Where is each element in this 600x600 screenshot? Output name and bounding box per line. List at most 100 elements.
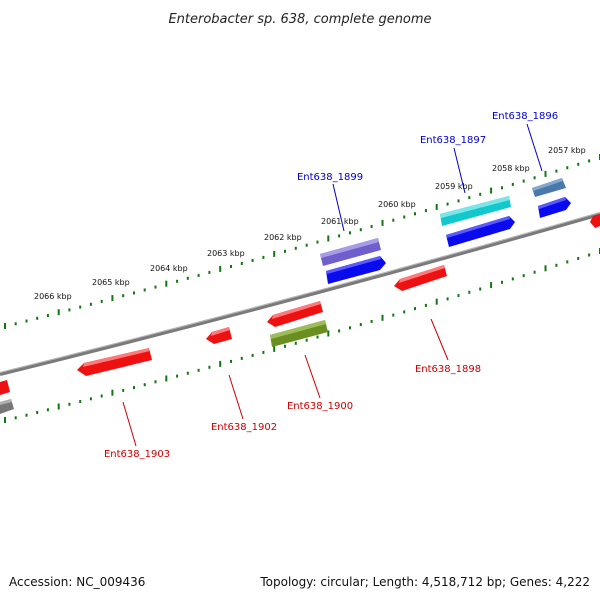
feature-ent638-1896-top[interactable] <box>532 178 566 197</box>
upper-ruler-tick <box>566 166 569 170</box>
leader-ent638-1899 <box>332 183 345 232</box>
upper-ruler-tick <box>176 279 179 283</box>
feature-ent638-1899-blue[interactable] <box>326 256 386 284</box>
upper-ruler-tick <box>165 280 168 287</box>
lower-ruler-tick <box>133 386 135 390</box>
lower-ruler-tick <box>359 323 362 327</box>
gene-label-ent638-1897[interactable]: Ent638_1897 <box>420 135 486 146</box>
lower-ruler-tick <box>501 280 503 284</box>
upper-ruler-tick <box>46 314 49 317</box>
upper-ruler-tick <box>511 182 514 186</box>
lower-ruler-tick <box>479 287 482 291</box>
gene-label-ent638-1900[interactable]: Ent638_1900 <box>287 401 353 412</box>
lower-ruler-tick <box>46 408 49 412</box>
lower-ruler-tick <box>186 371 189 375</box>
upper-ruler-tick <box>588 159 591 163</box>
feature-ent638-1899-top[interactable] <box>320 238 381 266</box>
leader-ent638-1900 <box>304 354 321 399</box>
upper-ruler-tick <box>468 196 471 200</box>
feature-red-right-edge[interactable] <box>590 214 600 228</box>
lower-ruler-tick <box>89 397 92 401</box>
lower-ruler-tick <box>230 359 232 363</box>
lower-ruler-tick <box>577 257 580 260</box>
lower-ruler-tick <box>588 253 591 257</box>
lower-ruler-tick <box>251 353 254 357</box>
lower-ruler-tick <box>446 297 449 301</box>
upper-ruler-tick <box>414 212 416 216</box>
upper-ruler-tick <box>4 323 6 329</box>
lower-ruler-tick <box>122 388 125 392</box>
lower-ruler-tick <box>381 314 384 321</box>
upper-ruler-tick <box>327 235 330 242</box>
upper-ruler-tick <box>381 219 384 226</box>
lower-ruler-tick <box>25 413 28 417</box>
upper-ruler-tick <box>186 276 189 280</box>
upper-ruler-tick <box>273 250 276 257</box>
feature-gray-left-edge[interactable] <box>0 399 14 414</box>
gene-label-ent638-1898[interactable]: Ent638_1898 <box>415 364 481 375</box>
gene-label-ent638-1896[interactable]: Ent638_1896 <box>492 111 558 122</box>
upper-ruler-tick <box>25 319 28 323</box>
leader-ent638-1903 <box>122 401 137 447</box>
lower-ruler-tick <box>36 411 39 414</box>
upper-ruler-tick <box>230 265 232 268</box>
lower-ruler-tick <box>555 263 558 267</box>
upper-ruler-tick <box>501 186 503 190</box>
lower-ruler-tick <box>511 277 514 281</box>
map-title: Enterobacter sp. 638, complete genome <box>168 12 431 27</box>
lower-ruler <box>4 248 600 423</box>
lower-ruler-tick <box>57 403 60 410</box>
upper-ruler-tick <box>577 162 580 166</box>
feature-ent638-1897-blue[interactable] <box>446 216 515 247</box>
gene-label-ent638-1903[interactable]: Ent638_1903 <box>104 449 170 460</box>
kbp-label-2063: 2063 kbp <box>207 249 245 258</box>
genome-backbone-highlight <box>0 212 600 373</box>
lower-ruler-tick <box>165 375 168 382</box>
lower-ruler-tick <box>68 402 71 406</box>
feature-ent638-1897-top[interactable] <box>440 196 511 226</box>
upper-ruler-tick <box>122 294 125 298</box>
lower-ruler-tick <box>327 330 330 337</box>
feature-ent638-1898[interactable] <box>394 265 447 291</box>
feature-ent638-1903[interactable] <box>77 348 152 376</box>
lower-ruler-tick <box>435 298 438 305</box>
upper-ruler-tick <box>133 291 135 295</box>
lower-ruler-tick <box>208 365 211 369</box>
upper-ruler-tick <box>68 308 71 312</box>
lower-ruler-tick <box>533 270 536 274</box>
lower-ruler-tick <box>349 326 351 330</box>
feature-ent638-1900-olive[interactable] <box>270 320 328 347</box>
upper-ruler-tick <box>305 243 308 247</box>
genome-summary-text: Topology: circular; Length: 4,518,712 bp… <box>259 575 590 589</box>
gene-label-ent638-1902[interactable]: Ent638_1902 <box>211 422 277 433</box>
upper-ruler-tick <box>294 246 297 250</box>
feature-ent638-1896-blue[interactable] <box>538 197 571 218</box>
gene-label-ent638-1899[interactable]: Ent638_1899 <box>297 172 363 183</box>
upper-ruler-tick <box>240 262 243 265</box>
upper-ruler-tick <box>251 259 254 262</box>
lower-ruler-tick <box>111 389 114 396</box>
lower-ruler-tick <box>176 374 179 378</box>
lower-ruler-tick <box>305 338 308 342</box>
upper-ruler-tick <box>522 179 525 183</box>
kbp-label-2065: 2065 kbp <box>92 278 130 287</box>
lower-ruler-tick <box>262 350 265 354</box>
feature-ent638-1900-red[interactable] <box>267 301 323 327</box>
leader-ent638-1896 <box>526 123 543 172</box>
lower-ruler-tick <box>457 294 460 298</box>
lower-ruler-tick <box>4 417 6 423</box>
leader-ent638-1902 <box>228 374 244 420</box>
lower-ruler-tick <box>100 394 103 398</box>
upper-ruler-tick <box>143 288 146 292</box>
lower-ruler-tick <box>424 303 427 307</box>
feature-red-left-edge[interactable] <box>0 380 10 395</box>
lower-ruler-tick <box>370 320 373 323</box>
lower-ruler-tick <box>316 335 319 339</box>
upper-ruler <box>4 154 600 329</box>
genome-backbone <box>0 212 600 376</box>
leader-ent638-1897 <box>453 147 466 194</box>
upper-ruler-tick <box>555 169 558 173</box>
kbp-label-2059: 2059 kbp <box>435 182 473 191</box>
feature-ent638-1902[interactable] <box>206 327 232 344</box>
